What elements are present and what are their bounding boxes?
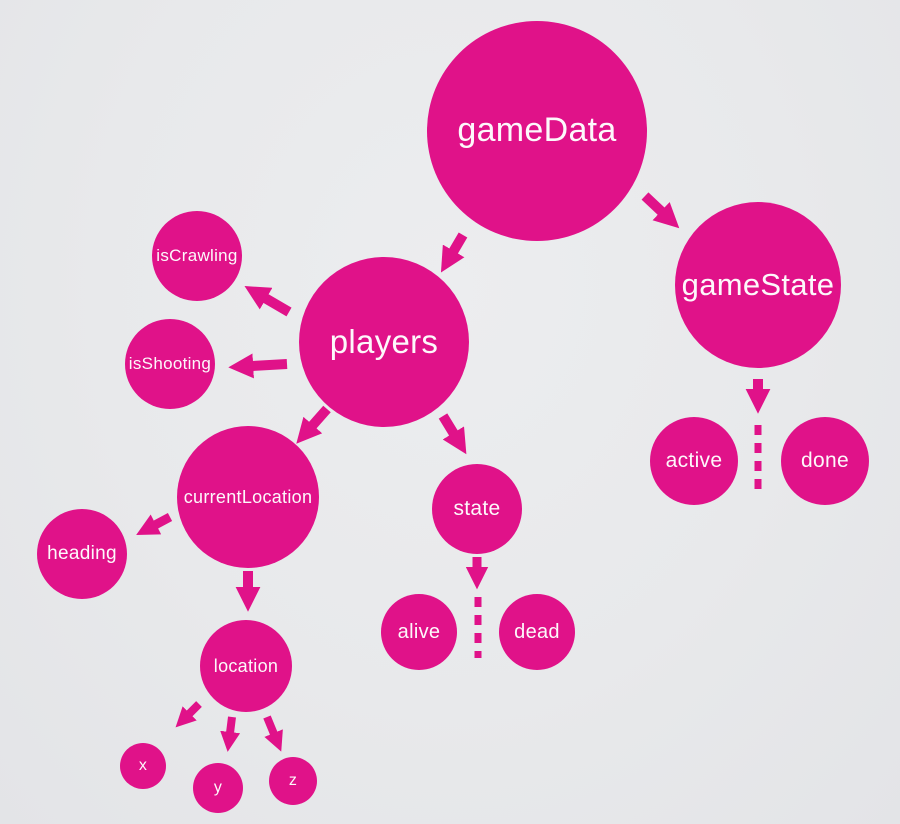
node-active-label: active [665,448,723,472]
arrow-gamedata-gamestate [641,192,680,229]
node-alive: alive [381,594,457,670]
node-state-label: state [453,496,501,520]
node-dead-label: dead [514,620,560,643]
arrow-location-y [220,716,241,752]
node-location: location [200,620,292,712]
node-z-label: z [288,771,298,789]
node-gamestate-label: gameState [681,266,835,302]
arrow-players-isshooting [228,353,288,379]
node-x: x [120,743,166,789]
node-iscrawling-label: isCrawling [156,246,238,266]
node-players: players [299,257,469,427]
node-isshooting: isShooting [125,319,215,409]
node-done-label: done [801,448,849,472]
node-gamedata: gameData [427,21,647,241]
arrow-location-z [263,715,283,752]
node-active: active [650,417,738,505]
node-dead: dead [499,594,575,670]
node-alive-label: alive [397,620,441,643]
node-done: done [781,417,869,505]
node-iscrawling: isCrawling [152,211,242,301]
node-currentlocation: currentLocation [177,426,319,568]
node-z: z [269,757,317,805]
arrow-players-currentlocation [296,405,331,444]
arrow-location-x [175,701,202,728]
node-state: state [432,464,522,554]
node-currentlocation-label: currentLocation [183,486,313,507]
node-players-label: players [329,322,439,360]
node-heading: heading [37,509,127,599]
arrow-players-state [438,413,467,455]
node-location-label: location [213,655,279,676]
node-y-label: y [213,778,223,796]
node-gamedata-label: gameData [457,111,617,150]
node-heading-label: heading [47,543,117,565]
node-gamestate: gameState [675,202,841,368]
arrow-players-iscrawling [244,286,292,317]
arrow-currentlocation-heading [136,513,173,536]
arrow-gamedata-players [440,232,468,273]
node-y: y [193,763,243,813]
node-isshooting-label: isShooting [128,354,212,374]
node-x-label: x [138,756,148,774]
